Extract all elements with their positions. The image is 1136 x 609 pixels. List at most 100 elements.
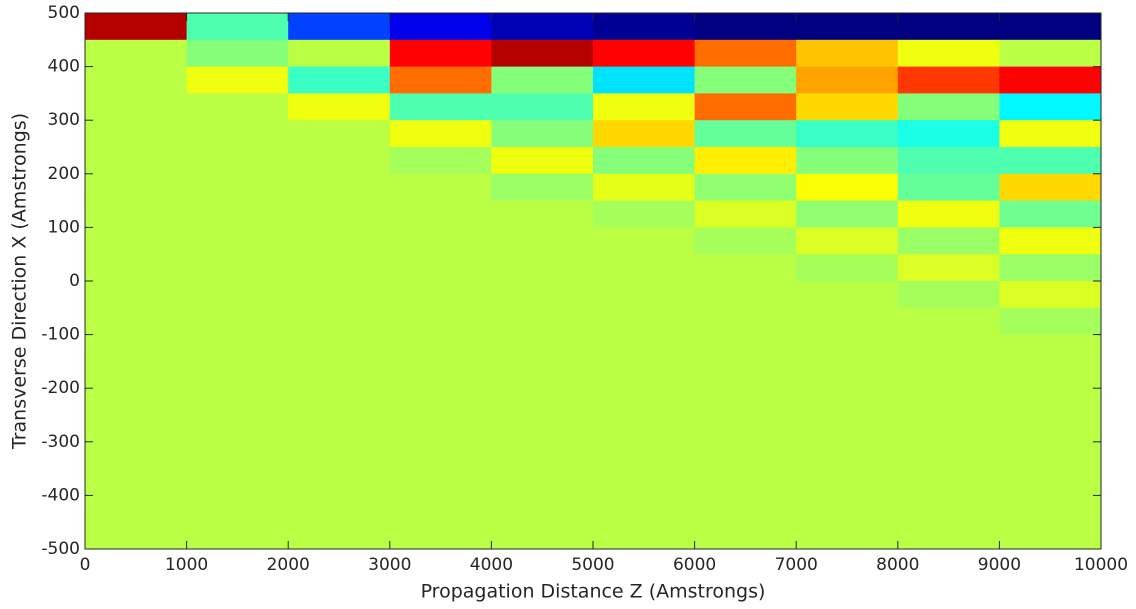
heatmap-cell: [695, 442, 797, 469]
heatmap-cell: [593, 522, 695, 549]
heatmap-cell: [288, 120, 390, 147]
heatmap-cell: [999, 281, 1101, 308]
heatmap-cell: [85, 227, 187, 254]
heatmap-cell: [593, 335, 695, 362]
heatmap-cell: [288, 67, 390, 94]
heatmap-cell: [491, 67, 593, 94]
heatmap-cell: [187, 40, 289, 67]
heatmap-cell: [491, 335, 593, 362]
heatmap-cell: [288, 308, 390, 335]
heatmap-cell: [491, 522, 593, 549]
heatmap-cell: [390, 227, 492, 254]
heatmap-cell: [85, 40, 187, 67]
heatmap-cell: [85, 67, 187, 94]
heatmap-cell: [695, 495, 797, 522]
heatmap-cell: [796, 40, 898, 67]
heatmap-cell: [796, 388, 898, 415]
y-tick-label: -500: [41, 539, 80, 559]
heatmap-cell: [187, 227, 289, 254]
heatmap-cell: [898, 13, 1000, 40]
heatmap-cell: [898, 335, 1000, 362]
heatmap-cell: [491, 388, 593, 415]
heatmap-cell: [898, 40, 1000, 67]
heatmap-cell: [695, 388, 797, 415]
heatmap-cell: [796, 147, 898, 174]
heatmap-cell: [288, 442, 390, 469]
heatmap-cell: [796, 67, 898, 94]
heatmap-cell: [491, 174, 593, 201]
heatmap-cell: [390, 361, 492, 388]
heatmap-cell: [288, 495, 390, 522]
heatmap-cell: [593, 174, 695, 201]
heatmap-cell: [593, 361, 695, 388]
heatmap-cell: [85, 495, 187, 522]
heatmap-cell: [796, 469, 898, 496]
heatmap-cell: [187, 201, 289, 228]
heatmap-cell: [187, 415, 289, 442]
heatmap-cell: [85, 13, 187, 40]
heatmap-cell: [288, 469, 390, 496]
heatmap-cell: [695, 254, 797, 281]
heatmap-cell: [491, 495, 593, 522]
x-tick-label: 4000: [470, 555, 513, 575]
x-tick-label: 5000: [571, 555, 614, 575]
heatmap-cell: [999, 40, 1101, 67]
heatmap-cell: [593, 13, 695, 40]
heatmap-cell: [695, 201, 797, 228]
heatmap-cell: [999, 147, 1101, 174]
heatmap-cell: [898, 281, 1000, 308]
heatmap-cell: [593, 495, 695, 522]
heatmap-cell: [796, 522, 898, 549]
heatmap-cell: [288, 335, 390, 362]
x-axis-title: Propagation Distance Z (Amstrongs): [421, 581, 766, 603]
heatmap-cell: [695, 469, 797, 496]
heatmap-cell: [288, 227, 390, 254]
heatmap-cell: [85, 469, 187, 496]
heatmap-cell: [288, 415, 390, 442]
heatmap-cell: [593, 147, 695, 174]
heatmap-cell: [288, 40, 390, 67]
heatmap-cell: [593, 388, 695, 415]
heatmap-cell: [390, 495, 492, 522]
heatmap-cell: [999, 227, 1101, 254]
heatmap-cell: [491, 40, 593, 67]
heatmap-cell: [999, 415, 1101, 442]
heatmap-cell: [85, 361, 187, 388]
heatmap-cell: [491, 120, 593, 147]
heatmap-cell: [796, 13, 898, 40]
heatmap-cell: [999, 469, 1101, 496]
x-tick-label: 3000: [368, 555, 411, 575]
heatmap-cell: [288, 13, 390, 40]
heatmap-cell: [85, 174, 187, 201]
heatmap-cell: [390, 120, 492, 147]
heatmap-cell: [796, 442, 898, 469]
heatmap-cell: [898, 442, 1000, 469]
y-tick-label: 0: [69, 271, 80, 291]
y-tick-label: 300: [48, 110, 80, 130]
heatmap-cell: [695, 40, 797, 67]
heatmap-cell: [187, 254, 289, 281]
heatmap-cell: [898, 388, 1000, 415]
heatmap-cell: [593, 40, 695, 67]
heatmap-cell: [593, 120, 695, 147]
heatmap-cell: [695, 361, 797, 388]
heatmap-cell: [898, 415, 1000, 442]
heatmap-cell: [85, 93, 187, 120]
heatmap-cell: [695, 93, 797, 120]
heatmap-cell: [390, 93, 492, 120]
heatmap-cell: [187, 522, 289, 549]
heatmap-cell: [491, 281, 593, 308]
heatmap-cell: [390, 254, 492, 281]
heatmap-cell: [288, 254, 390, 281]
heatmap-cell: [695, 147, 797, 174]
heatmap-cell: [796, 281, 898, 308]
heatmap-cell: [187, 120, 289, 147]
y-tick-label: 400: [48, 57, 80, 77]
heatmap-cell: [796, 201, 898, 228]
heatmap-cell: [85, 442, 187, 469]
heatmap-cell: [796, 254, 898, 281]
heatmap-cell: [491, 13, 593, 40]
heatmap-cell: [390, 40, 492, 67]
heatmap-cell: [85, 388, 187, 415]
heatmap-cell: [390, 442, 492, 469]
